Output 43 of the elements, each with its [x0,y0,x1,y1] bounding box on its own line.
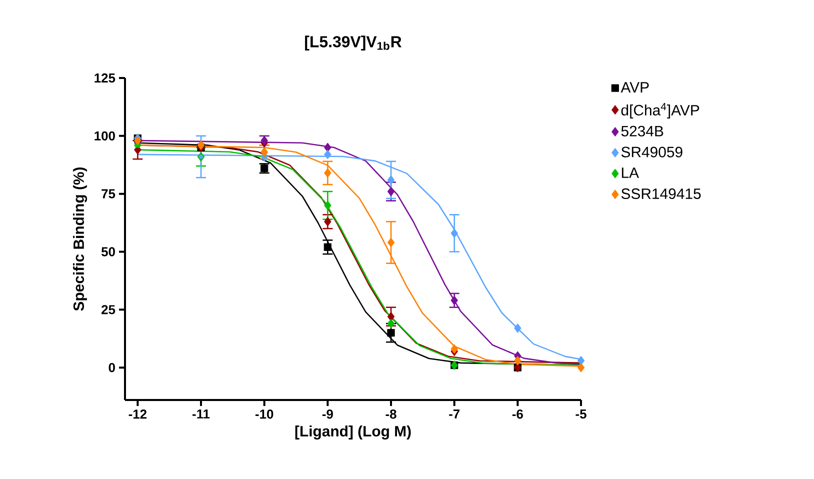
x-tick-label: -11 [192,410,210,418]
point [387,312,395,322]
x-tick-label: -7 [449,410,460,418]
x-tick-label: -6 [512,410,523,419]
point [514,323,522,333]
x-tick-label: -12 [128,410,147,419]
point [387,238,395,248]
x-tick-label: -8 [386,410,396,419]
point [387,318,395,328]
legend-label: LA [622,168,639,178]
y-axis-title: Specific Binding (%) [73,168,88,311]
x-tick-label: -10 [255,410,274,419]
point [324,168,332,178]
point [577,362,585,372]
point [387,186,395,196]
point [324,200,332,210]
legend-label: SSR149415 [621,188,701,199]
y-tick-label: 0 [108,362,115,372]
y-tick-label: 50 [101,247,115,256]
legend-label: d[Cha$^{4}$]AVP [621,102,700,118]
x-axis-title: [Ligand] (Log M) [295,426,411,440]
point [514,356,522,366]
y-tick-label: 125 [94,73,116,83]
x-tick-label: -9 [322,410,333,419]
legend-label: AVP [620,82,649,92]
y-tick-label: 100 [94,131,115,140]
point [387,175,395,185]
chart-title: [L5.39V]V$_{1b}$R [305,36,402,50]
point [324,150,332,160]
legend-label: 5234B [621,126,664,136]
legend-label: SR49059 [621,146,682,158]
point [450,344,458,354]
point [450,228,458,238]
point [450,296,458,306]
point [324,142,332,152]
y-tick-label: 75 [102,189,116,198]
point [324,243,332,251]
y-tick-label: 25 [102,305,116,314]
point [577,356,585,366]
x-tick-label: -5 [576,410,586,419]
point [324,216,332,226]
point [134,136,142,146]
point [387,329,395,337]
